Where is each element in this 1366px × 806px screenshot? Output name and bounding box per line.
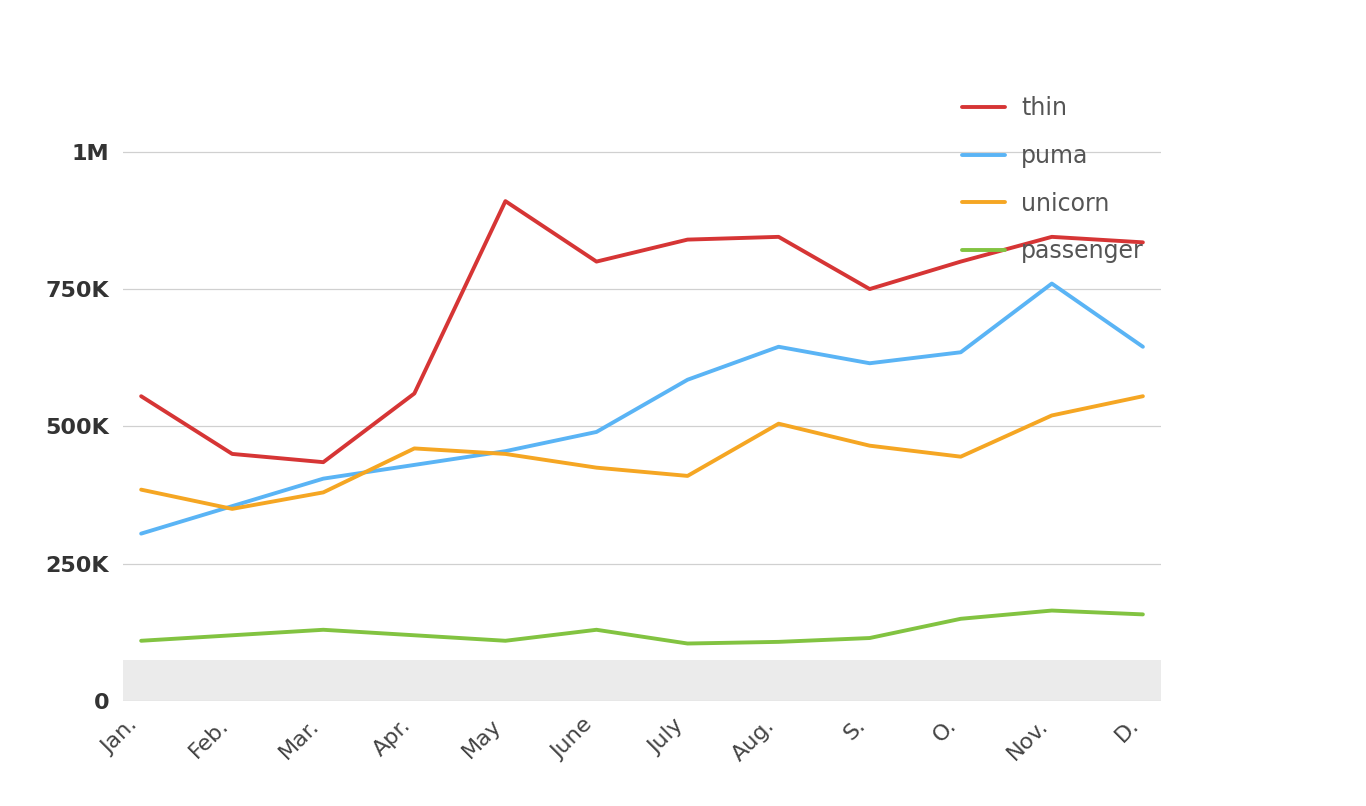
- Bar: [123, 660, 1161, 701]
- Legend: thin, puma, unicorn, passenger: thin, puma, unicorn, passenger: [962, 97, 1145, 264]
